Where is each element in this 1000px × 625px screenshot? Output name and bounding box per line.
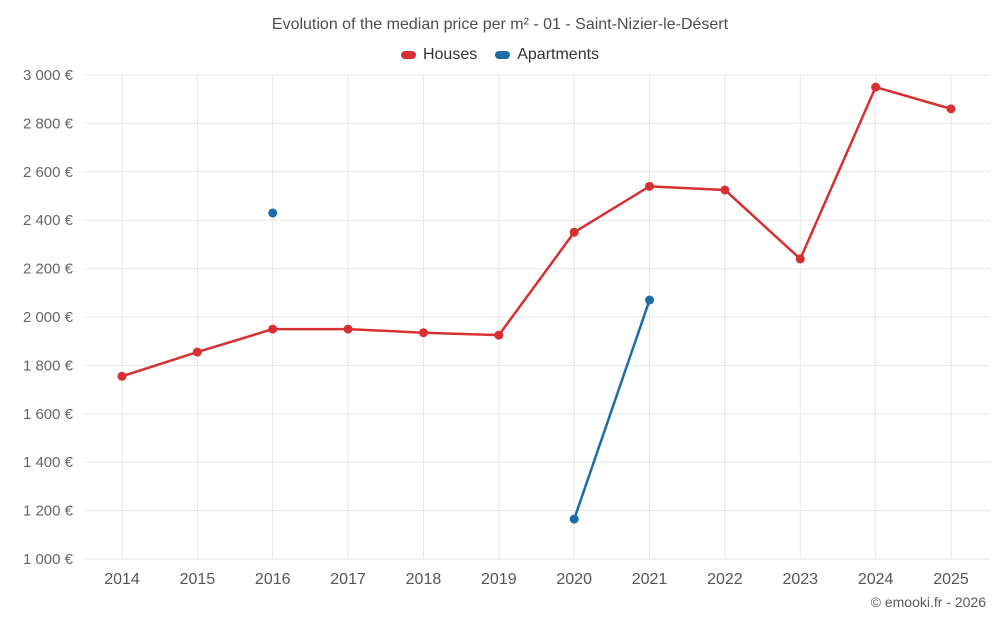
- x-axis-tick-label: 2017: [330, 571, 366, 588]
- y-axis-tick-label: 2 000 €: [23, 309, 74, 326]
- x-axis-tick-label: 2020: [556, 571, 592, 588]
- data-point-apartments-2016[interactable]: [268, 208, 278, 218]
- legend-item-houses[interactable]: Houses: [400, 46, 478, 64]
- data-point-houses-2021[interactable]: [645, 181, 655, 191]
- data-point-houses-2020[interactable]: [569, 227, 579, 237]
- x-axis-tick-label: 2019: [481, 571, 517, 588]
- legend-label-apartments: Apartments: [517, 46, 600, 63]
- x-axis-tick-label: 2014: [104, 571, 140, 588]
- y-axis-tick-label: 1 400 €: [23, 454, 74, 471]
- x-axis-tick-label: 2021: [632, 571, 668, 588]
- data-point-houses-2014[interactable]: [117, 371, 127, 381]
- y-axis-tick-label: 2 800 €: [23, 115, 74, 132]
- x-axis-tick-label: 2025: [933, 571, 969, 588]
- copyright-credit: © emooki.fr - 2026: [870, 594, 986, 610]
- x-axis-tick-label: 2024: [858, 571, 894, 588]
- data-point-houses-2019[interactable]: [494, 330, 504, 340]
- y-axis-tick-label: 2 600 €: [23, 164, 74, 181]
- data-point-houses-2018[interactable]: [418, 328, 428, 338]
- y-axis-tick-label: 1 600 €: [23, 406, 74, 423]
- y-axis-tick-label: 1 000 €: [23, 551, 74, 568]
- chart-title: Evolution of the median price per m² - 0…: [271, 16, 729, 33]
- chart-legend: Houses Apartments: [0, 46, 1000, 64]
- x-axis-tick-label: 2018: [406, 571, 442, 588]
- data-point-houses-2025[interactable]: [946, 104, 956, 114]
- legend-label-houses: Houses: [422, 46, 478, 63]
- x-axis-tick-label: 2016: [255, 571, 291, 588]
- data-point-houses-2016[interactable]: [268, 324, 278, 334]
- y-axis-tick-label: 3 000 €: [23, 67, 74, 84]
- series-line-apartments: [572, 298, 651, 521]
- data-point-houses-2024[interactable]: [871, 82, 881, 92]
- apartments-series-swatch: [495, 51, 511, 59]
- legend-item-apartments[interactable]: Apartments: [495, 46, 599, 64]
- data-point-houses-2022[interactable]: [720, 185, 730, 195]
- x-axis-tick-label: 2015: [180, 571, 216, 588]
- y-axis-tick-label: 1 200 €: [23, 503, 74, 520]
- series-line-houses: [120, 85, 953, 378]
- data-point-houses-2023[interactable]: [795, 254, 805, 264]
- y-axis-tick-label: 1 800 €: [23, 357, 74, 374]
- y-axis-tick-label: 2 400 €: [23, 212, 74, 229]
- x-axis-tick-label: 2022: [707, 571, 743, 588]
- data-point-apartments-2020[interactable]: [569, 514, 579, 524]
- y-axis-tick-label: 2 200 €: [23, 261, 74, 278]
- x-axis-tick-label: 2023: [782, 571, 818, 588]
- data-point-houses-2017[interactable]: [343, 324, 353, 334]
- data-point-apartments-2021[interactable]: [645, 295, 655, 305]
- houses-series-swatch: [400, 51, 416, 59]
- data-point-houses-2015[interactable]: [192, 347, 202, 357]
